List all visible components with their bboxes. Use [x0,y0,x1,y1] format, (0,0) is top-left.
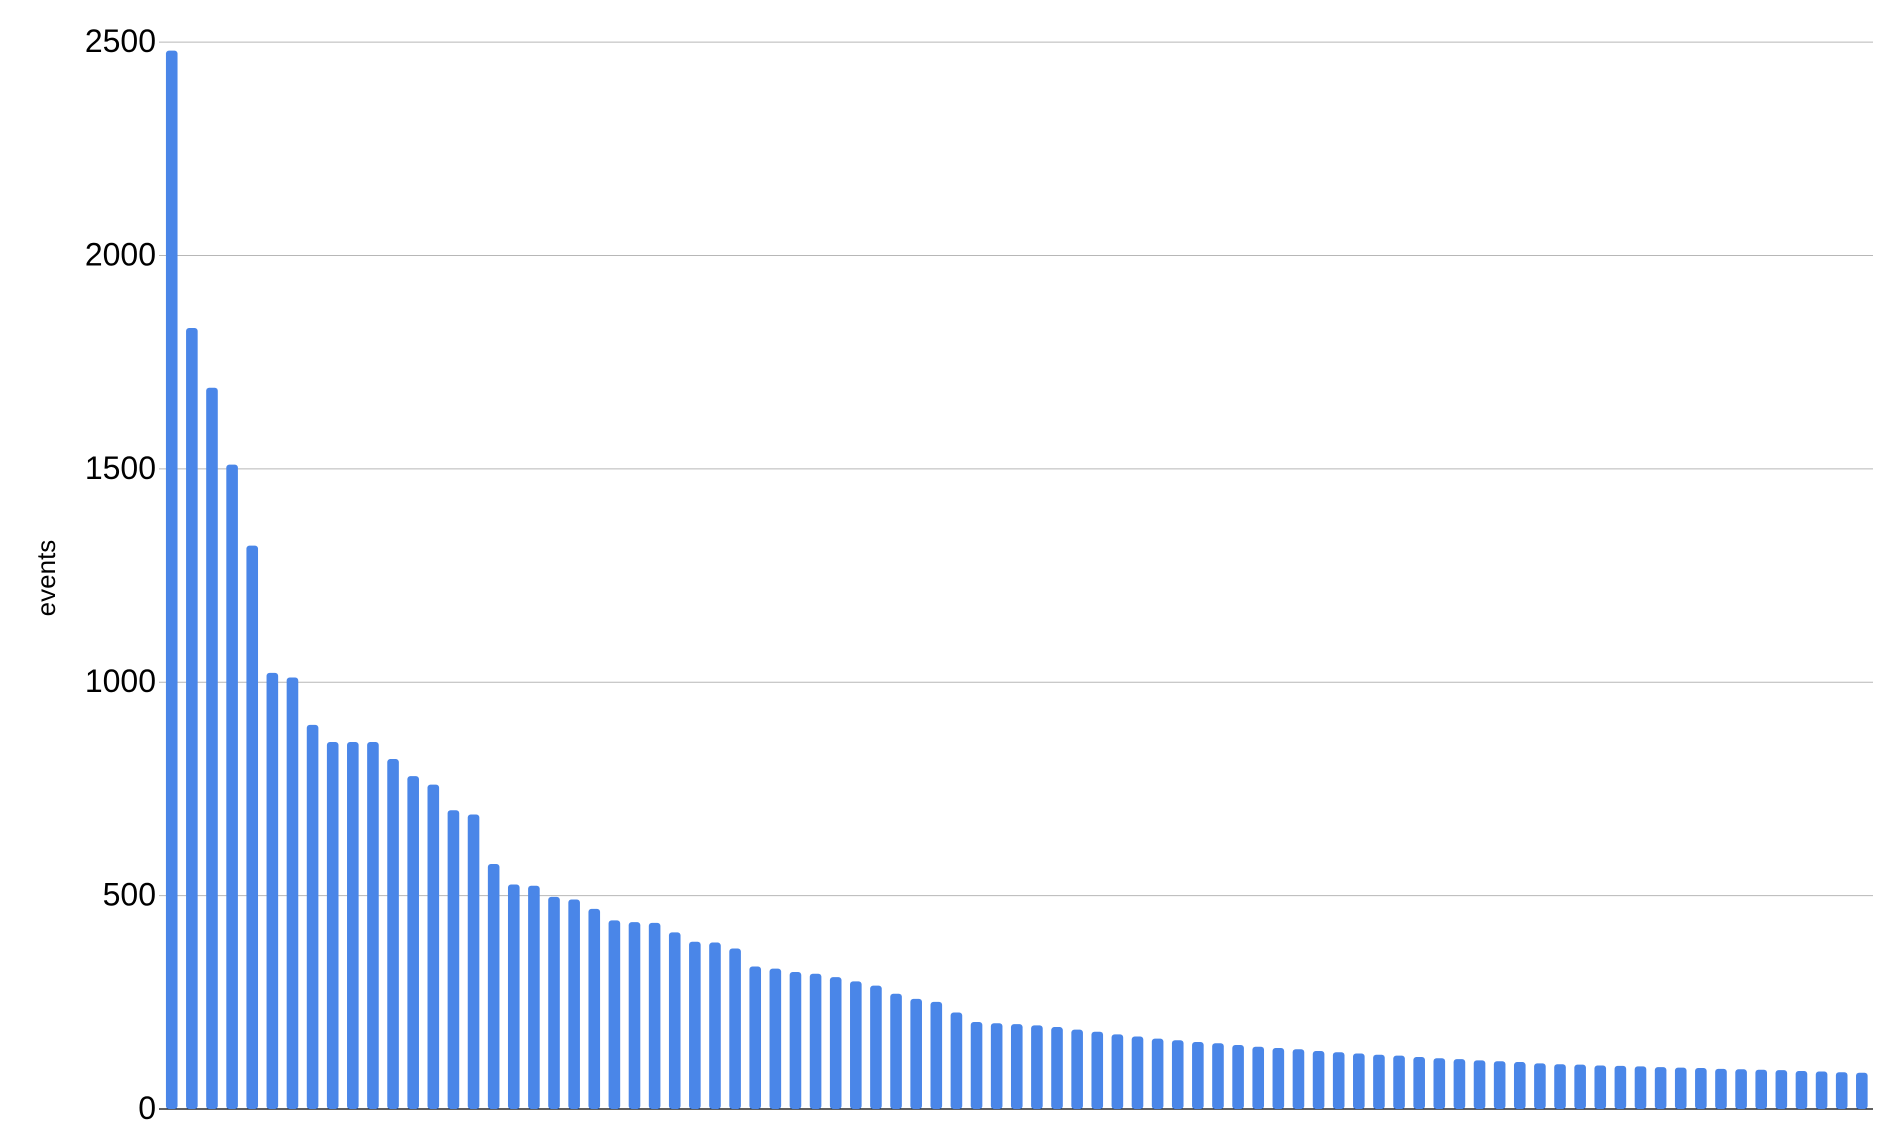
svg-text:events: events [31,540,61,617]
svg-text:2000: 2000 [85,237,156,273]
svg-text:500: 500 [103,877,156,913]
svg-text:1000: 1000 [85,663,156,699]
svg-text:1500: 1500 [85,450,156,486]
svg-text:2500: 2500 [85,23,156,59]
svg-text:0: 0 [138,1090,156,1126]
